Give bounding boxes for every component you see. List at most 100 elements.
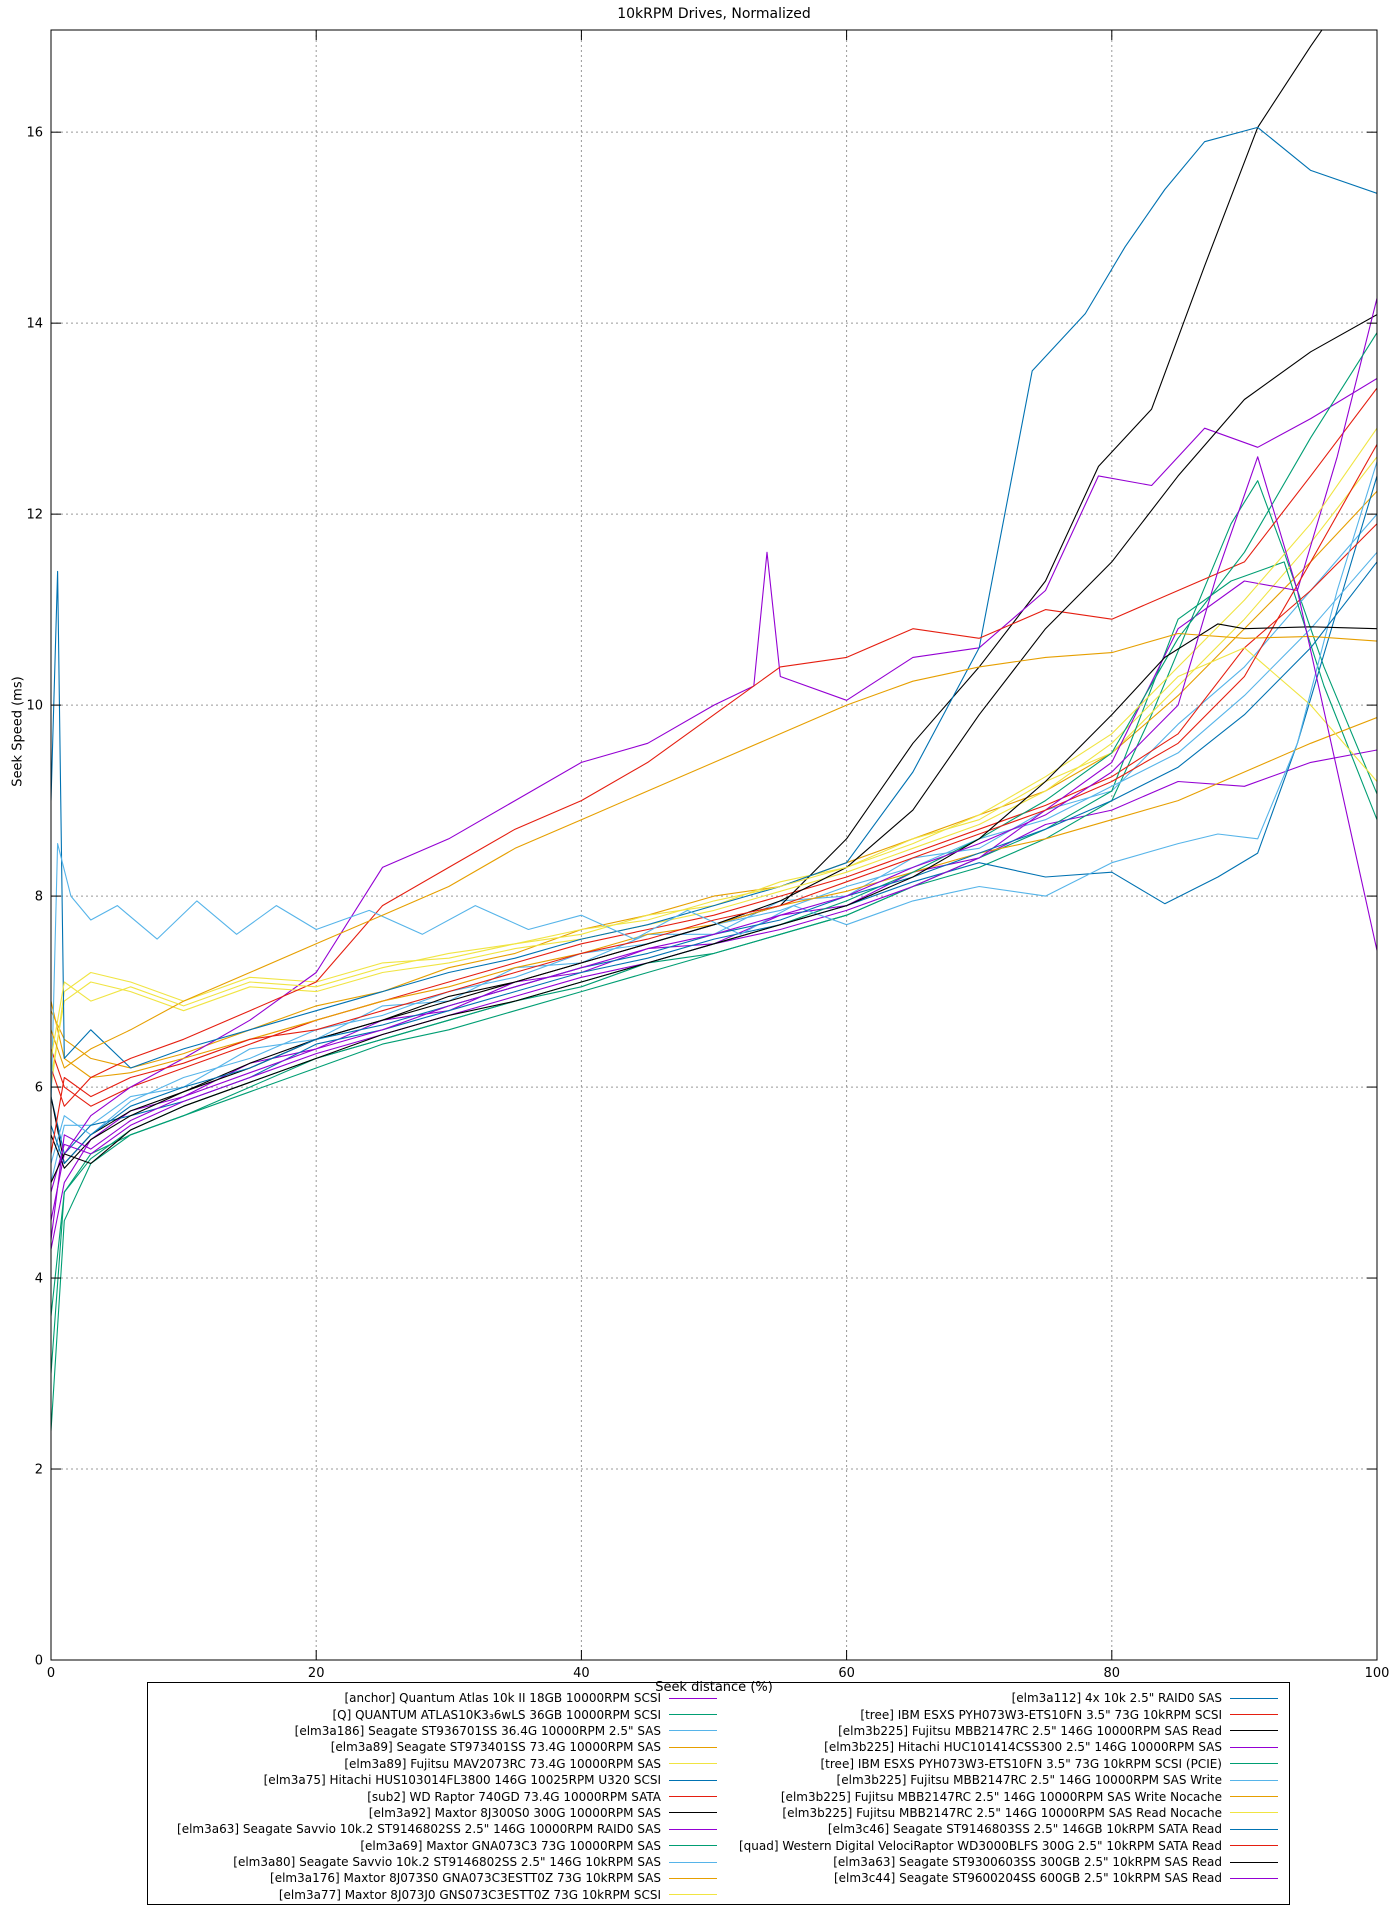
legend-color-sample xyxy=(1230,1779,1278,1781)
legend-item: [elm3a63] Seagate ST9300603SS 300GB 2.5"… xyxy=(723,1854,1284,1870)
legend-color-sample xyxy=(1230,1763,1278,1765)
x-tick-label: 40 xyxy=(573,1666,590,1681)
series-line-11 xyxy=(51,716,1377,1079)
series-line-13 xyxy=(51,126,1377,1069)
x-tick-label: 20 xyxy=(308,1666,325,1681)
legend-item-label: [elm3a75] Hitachi HUS103014FL3800 146G 1… xyxy=(263,1773,661,1788)
legend-color-sample xyxy=(1230,1697,1278,1699)
legend-item: [elm3b225] Hitachi HUC101414CSS300 2.5" … xyxy=(723,1739,1284,1755)
series-line-0 xyxy=(51,749,1377,1250)
series-line-19 xyxy=(51,632,1377,1069)
legend-item: [sub2] WD Raptor 740GD 73.4G 10000RPM SA… xyxy=(148,1788,723,1804)
y-tick-label: 12 xyxy=(26,508,43,523)
legend-item-label: [quad] Western Digital VelociRaptor WD30… xyxy=(738,1838,1222,1853)
series-line-23 xyxy=(51,623,1377,1183)
legend-color-sample xyxy=(1230,1845,1278,1847)
legend-item-label: [sub2] WD Raptor 740GD 73.4G 10000RPM SA… xyxy=(367,1789,661,1804)
legend-item-label: [elm3c44] Seagate ST9600204SS 600GB 2.5"… xyxy=(833,1871,1222,1886)
y-tick-label: 6 xyxy=(35,1081,43,1096)
legend-item: [elm3b225] Fujitsu MBB2147RC 2.5" 146G 1… xyxy=(723,1723,1284,1739)
legend-column-left: [anchor] Quantum Atlas 10k II 18GB 10000… xyxy=(148,1690,723,1904)
legend-item-label: [elm3b225] Fujitsu MBB2147RC 2.5" 146G 1… xyxy=(782,1805,1222,1820)
legend-item: [elm3a89] Seagate ST973401SS 73.4G 10000… xyxy=(148,1739,723,1755)
series-line-1 xyxy=(51,480,1377,1431)
series-line-24 xyxy=(51,456,1377,1240)
legend-item-label: [anchor] Quantum Atlas 10k II 18GB 10000… xyxy=(344,1691,661,1706)
x-tick-label: 100 xyxy=(1365,1666,1390,1681)
y-tick-label: 10 xyxy=(26,699,43,714)
legend-item-label: [tree] IBM ESXS PYH073W3-ETS10FN 3.5" 73… xyxy=(820,1756,1223,1771)
x-tick-label: 0 xyxy=(47,1666,55,1681)
legend-item: [Q] QUANTUM ATLAS10K3₃6wLS 36GB 10000RPM… xyxy=(148,1706,723,1722)
legend-item-label: [elm3a89] Fujitsu MAV2073RC 73.4G 10000R… xyxy=(344,1756,661,1771)
legend-item-label: [elm3b225] Hitachi HUC101414CSS300 2.5" … xyxy=(824,1740,1222,1755)
legend-color-sample xyxy=(1230,1730,1278,1732)
y-axis-label: Seek Speed (ms) xyxy=(10,676,26,787)
series-line-14 xyxy=(51,387,1377,1107)
series-line-18 xyxy=(51,461,1377,1107)
legend-item: [elm3a75] Hitachi HUS103014FL3800 146G 1… xyxy=(148,1772,723,1788)
series-line-22 xyxy=(51,444,1377,1154)
legend-item-label: [elm3a176] Maxtor 8J073S0 GNA073C3ESTT0Z… xyxy=(270,1871,661,1886)
legend-column-right: [elm3a112] 4x 10k 2.5" RAID0 SAS [tree] I… xyxy=(723,1690,1284,1904)
series-line-8 xyxy=(51,378,1377,1221)
y-tick-label: 8 xyxy=(35,890,43,905)
legend-item: [tree] IBM ESXS PYH073W3-ETS10FN 3.5" 73… xyxy=(723,1706,1284,1722)
series-line-17 xyxy=(51,332,1377,1317)
legend-color-sample xyxy=(669,1763,717,1765)
legend-color-sample xyxy=(1230,1746,1278,1748)
legend-color-sample xyxy=(1230,1796,1278,1798)
legend-item: [quad] Western Digital VelociRaptor WD30… xyxy=(723,1838,1284,1854)
legend-item: [elm3a176] Maxtor 8J073S0 GNA073C3ESTT0Z… xyxy=(148,1870,723,1886)
series-line-20 xyxy=(51,427,1377,1059)
legend-item: [elm3a77] Maxtor 8J073J0 GNS073C3ESTT0Z … xyxy=(148,1887,723,1903)
legend-color-sample xyxy=(669,1894,717,1896)
legend-item-label: [elm3a92] Maxtor 8J300S0 300G 10000RPM S… xyxy=(368,1805,661,1820)
series-line-15 xyxy=(51,314,1377,1169)
legend-color-sample xyxy=(1230,1828,1278,1830)
legend-item: [elm3c46] Seagate ST9146803SS 2.5" 146GB… xyxy=(723,1821,1284,1837)
legend-item-label: [elm3a63] Seagate Savvio 10k.2 ST9146802… xyxy=(177,1822,661,1837)
legend-item: [anchor] Quantum Atlas 10k II 18GB 10000… xyxy=(148,1690,723,1706)
legend-color-sample xyxy=(669,1861,717,1863)
legend-color-sample xyxy=(669,1730,717,1732)
legend-item-label: [elm3a186] Seagate ST936701SS 36.4G 1000… xyxy=(294,1723,661,1738)
legend-color-sample xyxy=(669,1796,717,1798)
series-line-5 xyxy=(51,475,1377,1155)
x-axis-label: Seek distance (%) xyxy=(655,1680,773,1695)
legend-color-sample xyxy=(669,1779,717,1781)
legend-color-sample xyxy=(1230,1877,1278,1879)
y-tick-label: 0 xyxy=(35,1654,43,1669)
legend-item-label: [elm3a80] Seagate Savvio 10k.2 ST9146802… xyxy=(233,1855,661,1870)
legend-item-label: [elm3a89] Seagate ST973401SS 73.4G 10000… xyxy=(330,1740,661,1755)
legend-color-sample xyxy=(669,1812,717,1814)
series-line-4 xyxy=(51,456,1377,1088)
legend-item-label: [elm3c46] Seagate ST9146803SS 2.5" 146GB… xyxy=(827,1822,1222,1837)
y-tick-label: 16 xyxy=(26,126,43,141)
series-line-6 xyxy=(51,523,1377,1107)
legend-item-label: [elm3a77] Maxtor 8J073J0 GNS073C3ESTT0Z … xyxy=(278,1887,661,1902)
series-line-21 xyxy=(51,561,1377,1165)
legend-item: [elm3a186] Seagate ST936701SS 36.4G 1000… xyxy=(148,1723,723,1739)
legend-color-sample xyxy=(669,1697,717,1699)
series-line-9 xyxy=(51,561,1377,1374)
legend-item: [elm3b225] Fujitsu MBB2147RC 2.5" 146G 1… xyxy=(723,1772,1284,1788)
legend-item-label: [elm3b225] Fujitsu MBB2147RC 2.5" 146G 1… xyxy=(838,1723,1222,1738)
legend-item-label: [tree] IBM ESXS PYH073W3-ETS10FN 3.5" 73… xyxy=(860,1707,1222,1722)
legend-item: [elm3a92] Maxtor 8J300S0 300G 10000RPM S… xyxy=(148,1805,723,1821)
legend-item: [elm3a63] Seagate Savvio 10k.2 ST9146802… xyxy=(148,1821,723,1837)
x-tick-label: 60 xyxy=(838,1666,855,1681)
series-line-12 xyxy=(51,647,1377,1078)
x-tick-label: 80 xyxy=(1104,1666,1121,1681)
legend-item-label: [elm3b225] Fujitsu MBB2147RC 2.5" 146G 1… xyxy=(836,1773,1222,1788)
legend-item: [elm3a112] 4x 10k 2.5" RAID0 SAS xyxy=(723,1690,1284,1706)
legend-color-sample xyxy=(669,1714,717,1716)
legend-box: [anchor] Quantum Atlas 10k II 18GB 10000… xyxy=(147,1682,1290,1905)
legend-item: [elm3b225] Fujitsu MBB2147RC 2.5" 146G 1… xyxy=(723,1805,1284,1821)
legend-color-sample xyxy=(669,1746,717,1748)
y-tick-label: 14 xyxy=(26,317,43,332)
legend-item: [elm3a69] Maxtor GNA073C3 73G 10000RPM S… xyxy=(148,1838,723,1854)
legend-item: [elm3a89] Fujitsu MAV2073RC 73.4G 10000R… xyxy=(148,1756,723,1772)
